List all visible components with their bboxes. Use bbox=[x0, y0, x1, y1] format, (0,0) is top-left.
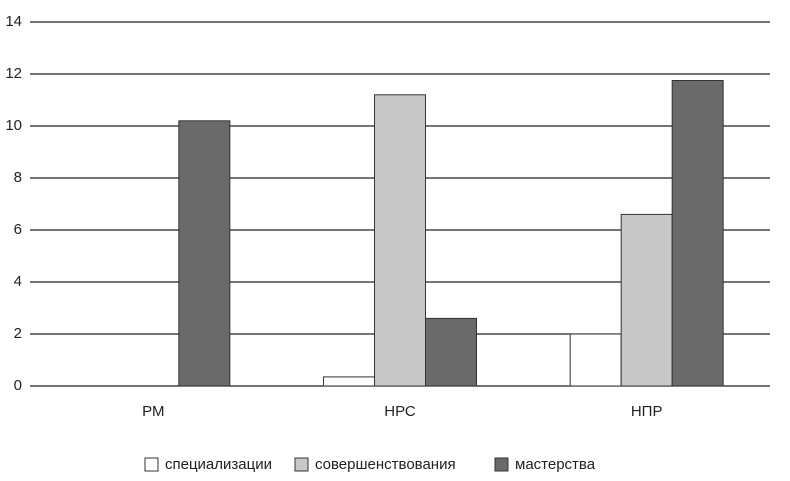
x-tick-label: НПР bbox=[631, 403, 663, 420]
x-tick-label: НРС bbox=[384, 403, 416, 420]
y-tick-label: 2 bbox=[14, 325, 22, 342]
y-tick-label: 6 bbox=[14, 221, 22, 238]
bar bbox=[374, 94, 426, 387]
legend-swatch bbox=[294, 457, 309, 472]
legend-label: специализации bbox=[165, 456, 272, 473]
bar bbox=[569, 333, 622, 387]
y-tick-label: 0 bbox=[14, 377, 22, 394]
x-tick-label: РМ bbox=[142, 403, 164, 420]
bar bbox=[671, 80, 724, 387]
y-tick-label: 12 bbox=[5, 65, 22, 82]
bar bbox=[425, 317, 477, 387]
legend-label: мастерства bbox=[515, 456, 596, 473]
bar bbox=[178, 120, 231, 387]
bar bbox=[323, 376, 375, 387]
y-tick-label: 4 bbox=[14, 273, 22, 290]
bar bbox=[620, 213, 673, 387]
legend-swatch bbox=[494, 457, 509, 472]
legend-label: совершенствования bbox=[315, 456, 456, 473]
legend-swatch bbox=[144, 457, 159, 472]
y-tick-label: 8 bbox=[14, 169, 22, 186]
y-tick-label: 10 bbox=[5, 117, 22, 134]
y-tick-label: 14 bbox=[5, 13, 22, 30]
